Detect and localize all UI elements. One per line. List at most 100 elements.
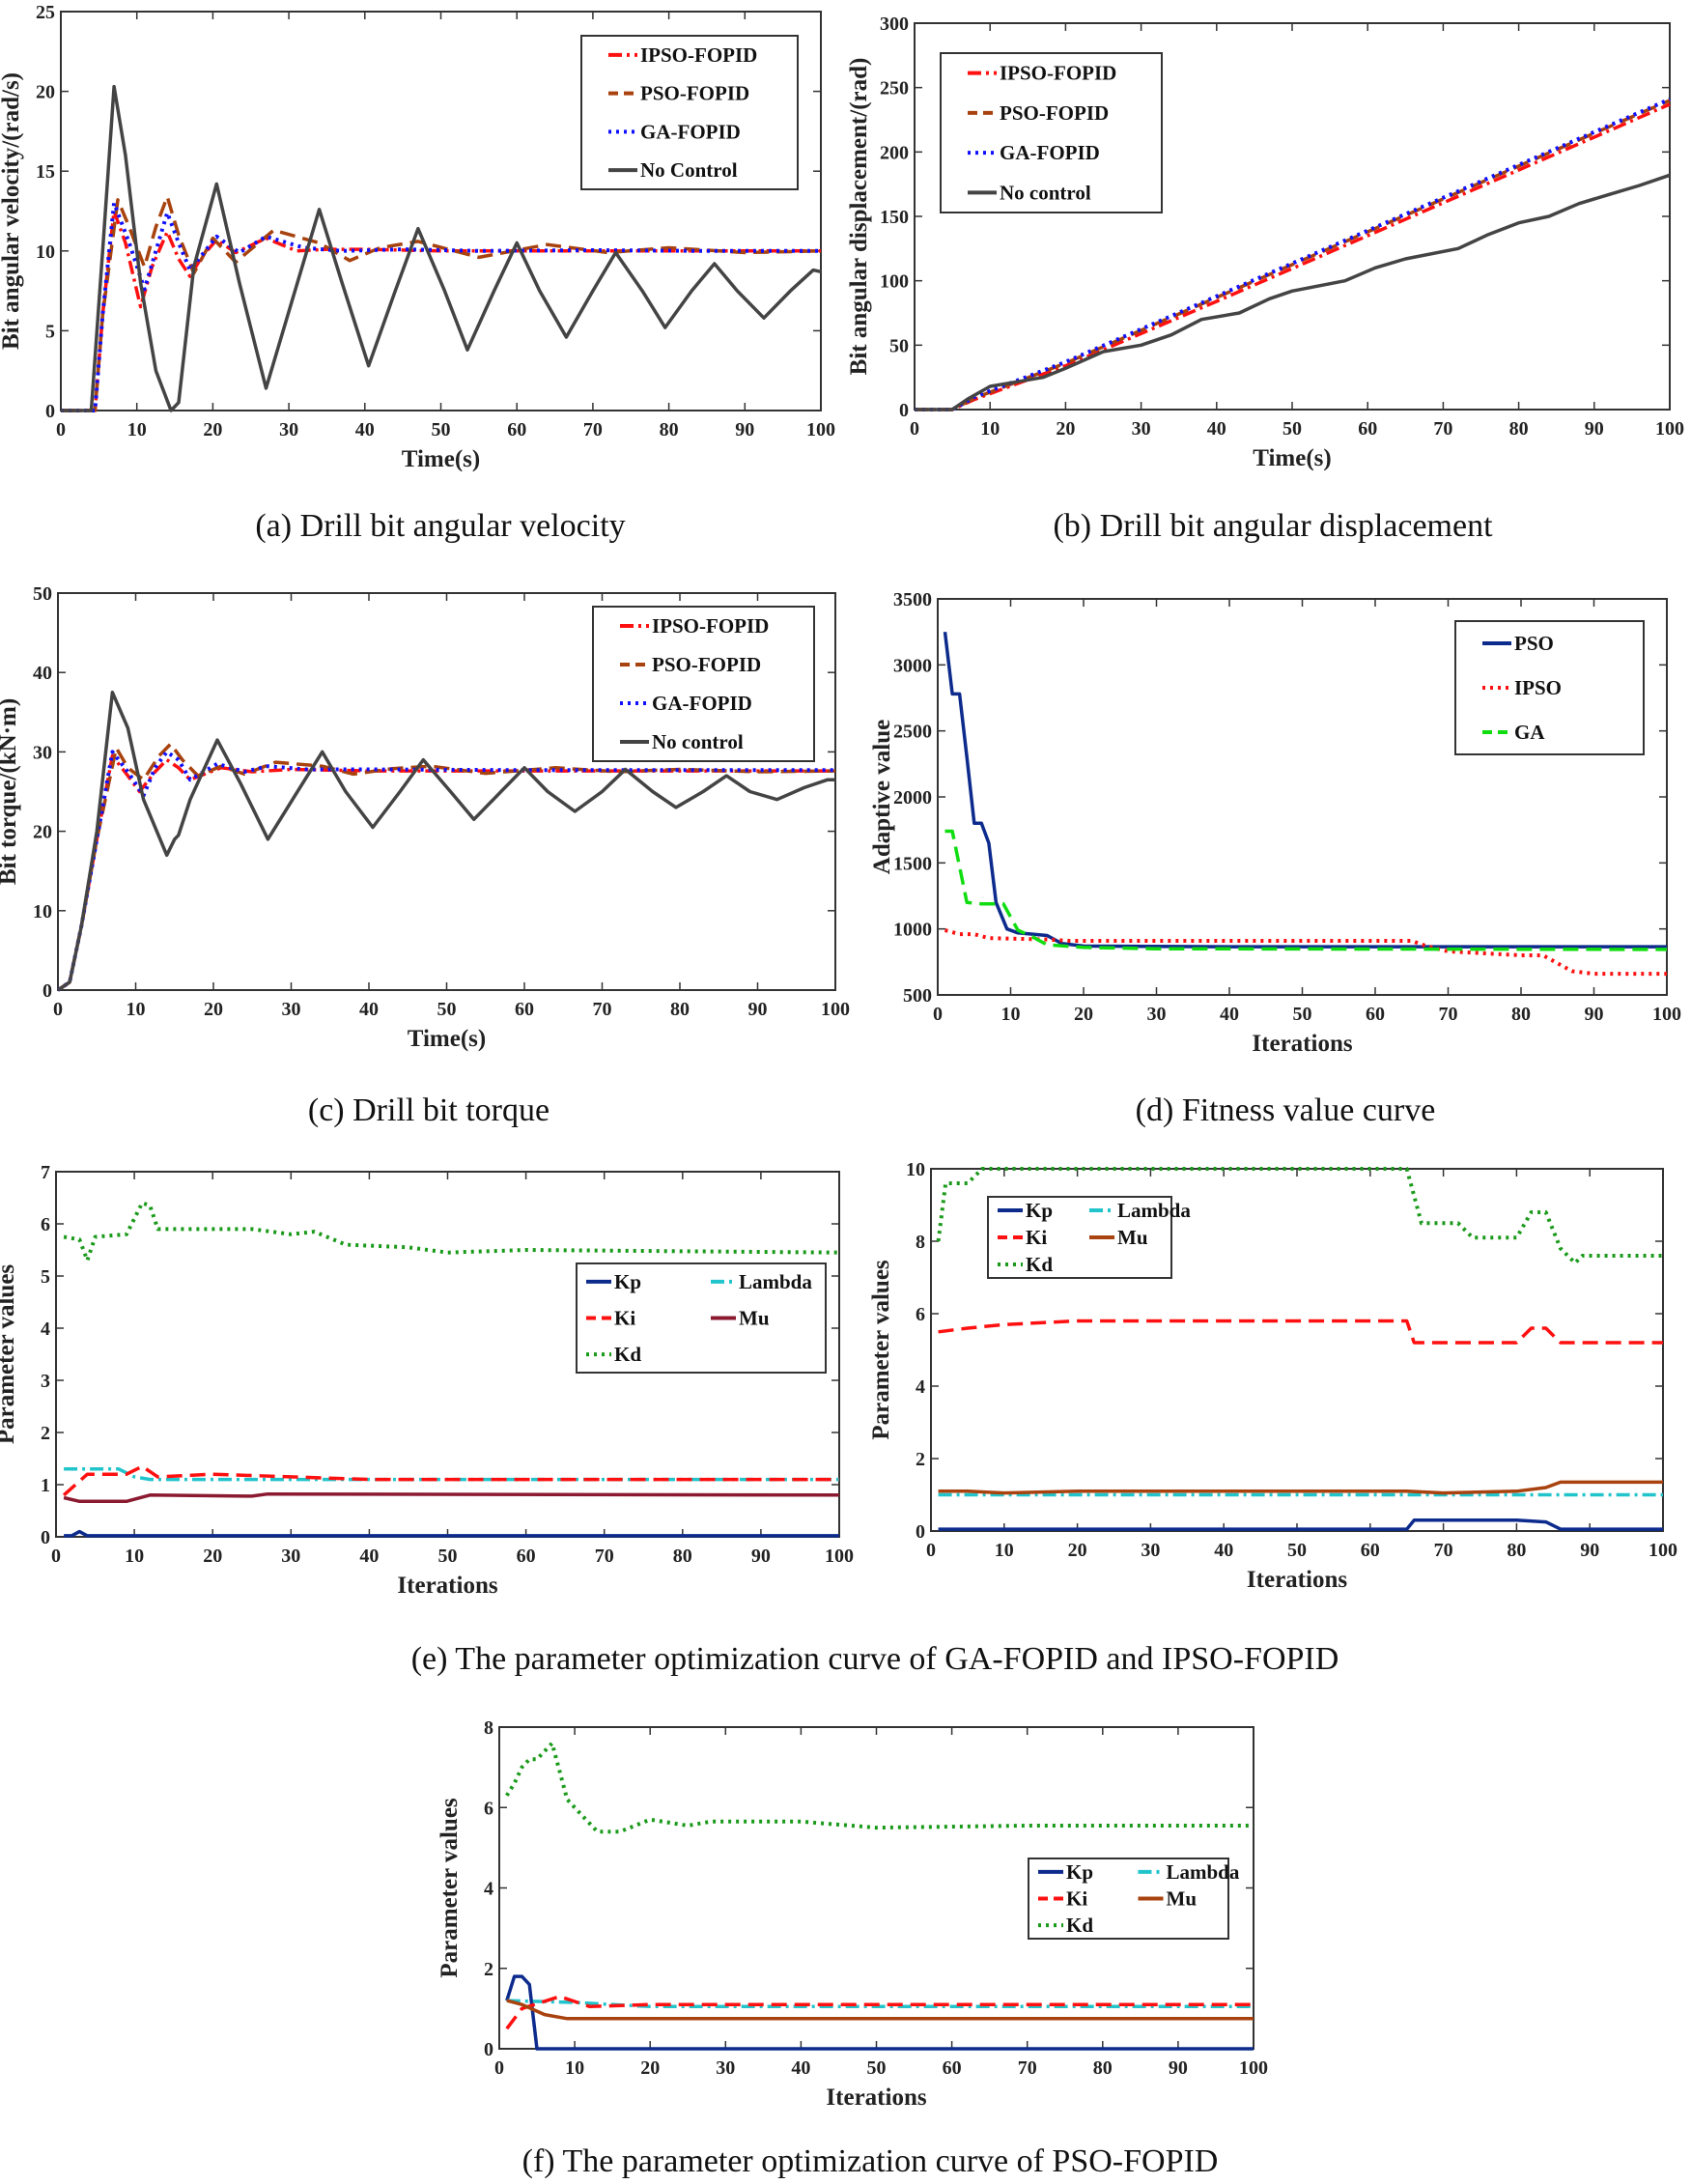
legend-label: PSO-FOPID [640,82,749,105]
y-tick-label: 1 [41,1475,50,1496]
x-tick-label: 0 [926,1540,936,1561]
x-tick-label: 100 [1649,1540,1677,1561]
x-tick-label: 30 [716,2057,735,2079]
y-tick-label: 300 [880,14,909,35]
x-tick-label: 50 [1282,418,1302,440]
legend-label: GA-FOPID [1000,141,1100,164]
y-tick-label: 10 [906,1159,925,1180]
y-axis-label: Bit angular velocity/(rad/s) [0,72,24,350]
x-tick-label: 80 [1507,1540,1526,1561]
legend-label: PSO [1514,632,1554,655]
y-tick-label: 5 [41,1266,50,1288]
y-tick-label: 25 [36,2,55,23]
x-tick-label: 90 [1585,1004,1604,1025]
series-line-ipso-fopid [915,102,1671,411]
x-tick-label: 40 [1207,418,1226,440]
x-axis-label: Time(s) [408,1026,486,1052]
x-tick-label: 10 [127,419,147,440]
y-tick-label: 2 [41,1423,50,1444]
legend-label: No Control [640,158,738,182]
y-tick-label: 8 [916,1232,925,1253]
x-tick-label: 80 [673,1546,692,1567]
y-tick-label: 250 [880,78,909,99]
x-axis-label: Time(s) [1253,445,1331,471]
legend: IPSO-FOPID PSO-FOPID GA-FOPID No control [592,606,815,762]
legend-label: Mu [1117,1226,1148,1249]
x-tick-label: 10 [565,2057,584,2079]
y-tick-label: 0 [41,1527,50,1548]
legend: Kp Lambda Ki Mu Kd [987,1196,1191,1279]
legend-label: GA-FOPID [652,692,752,715]
y-tick-label: 100 [880,271,909,293]
x-axis-label: Iterations [1247,1567,1347,1593]
x-tick-label: 0 [56,419,66,440]
series-line-no control [915,173,1671,411]
y-tick-label: 0 [899,400,909,421]
charts: 0 10 20 30 40 50 60 70 80 90 1000510152025Time(s)B… [0,2,1684,2111]
legend-label: Lambda [1167,1860,1240,1884]
y-tick-label: 3000 [893,655,932,676]
series-line-no control [57,691,835,992]
chart-a: 0 10 20 30 40 50 60 70 80 90 100 0 5 10 15 20 25 Time(s) B… [0,2,835,472]
x-tick-label: 10 [995,1540,1014,1561]
x-tick-label: 0 [494,2057,504,2079]
series-line-ga [944,829,1668,951]
legend-label: Ki [1066,1887,1087,1911]
x-tick-label: 20 [203,1546,222,1567]
x-tick-label: 30 [282,999,301,1020]
x-tick-label: 20 [1068,1540,1087,1561]
x-tick-label: 100 [1239,2057,1268,2079]
x-tick-label: 30 [279,419,298,440]
caption-f: (f) The parameter optimization curve of … [522,2143,1219,2179]
x-tick-label: 70 [1433,418,1452,440]
y-tick-label: 2 [916,1449,925,1470]
legend-label: Ki [614,1307,635,1330]
x-axis-label: Iterations [826,2085,926,2111]
legend-label: Kp [1026,1199,1053,1222]
y-tick-label: 1000 [893,920,932,941]
x-tick-label: 90 [1580,1540,1599,1561]
y-tick-label: 0 [42,980,52,1002]
x-tick-label: 60 [517,1546,536,1567]
legend-label: Mu [1167,1887,1198,1911]
caption-e: (e) The parameter optimization curve of … [411,1641,1339,1677]
x-tick-label: 90 [735,419,754,440]
x-tick-label: 30 [281,1546,300,1567]
x-tick-label: 80 [670,999,690,1020]
x-tick-label: 0 [933,1004,943,1025]
legend-label: IPSO-FOPID [652,614,769,638]
y-tick-label: 15 [36,161,55,183]
series-line-kd [63,1201,840,1262]
y-tick-label: 6 [41,1214,50,1235]
x-tick-label: 20 [203,419,222,440]
legend-box [940,52,1163,213]
y-tick-label: 10 [36,241,55,263]
legend-label: Lambda [1117,1199,1191,1222]
series-line-ki [938,1319,1663,1345]
y-axis-label: Adaptive value [869,720,895,874]
legend-label: Ki [1026,1226,1047,1249]
y-tick-label: 6 [916,1304,925,1325]
series-line-ga-fopid [56,750,835,992]
caption-d: (d) Fitness value curve [1136,1092,1436,1128]
y-tick-label: 50 [889,335,909,356]
x-tick-label: 80 [1509,418,1529,440]
caption-a: (a) Drill bit angular velocity [255,508,625,544]
y-tick-label: 0 [484,2039,493,2060]
y-tick-label: 3500 [893,589,932,610]
x-tick-label: 60 [1361,1540,1380,1561]
y-tick-label: 7 [41,1162,50,1183]
x-tick-label: 70 [593,999,612,1020]
x-tick-label: 70 [1439,1004,1458,1025]
x-tick-label: 100 [825,1546,854,1567]
x-tick-label: 50 [1293,1004,1312,1025]
y-tick-label: 2500 [893,722,932,743]
legend-label: No control [652,730,744,753]
x-axis-label: Iterations [397,1573,497,1599]
x-tick-label: 40 [355,419,375,440]
x-tick-label: 50 [438,1546,458,1567]
x-tick-label: 90 [748,999,768,1020]
y-tick-label: 5 [45,321,55,342]
series-line-ki [505,1995,1254,2030]
